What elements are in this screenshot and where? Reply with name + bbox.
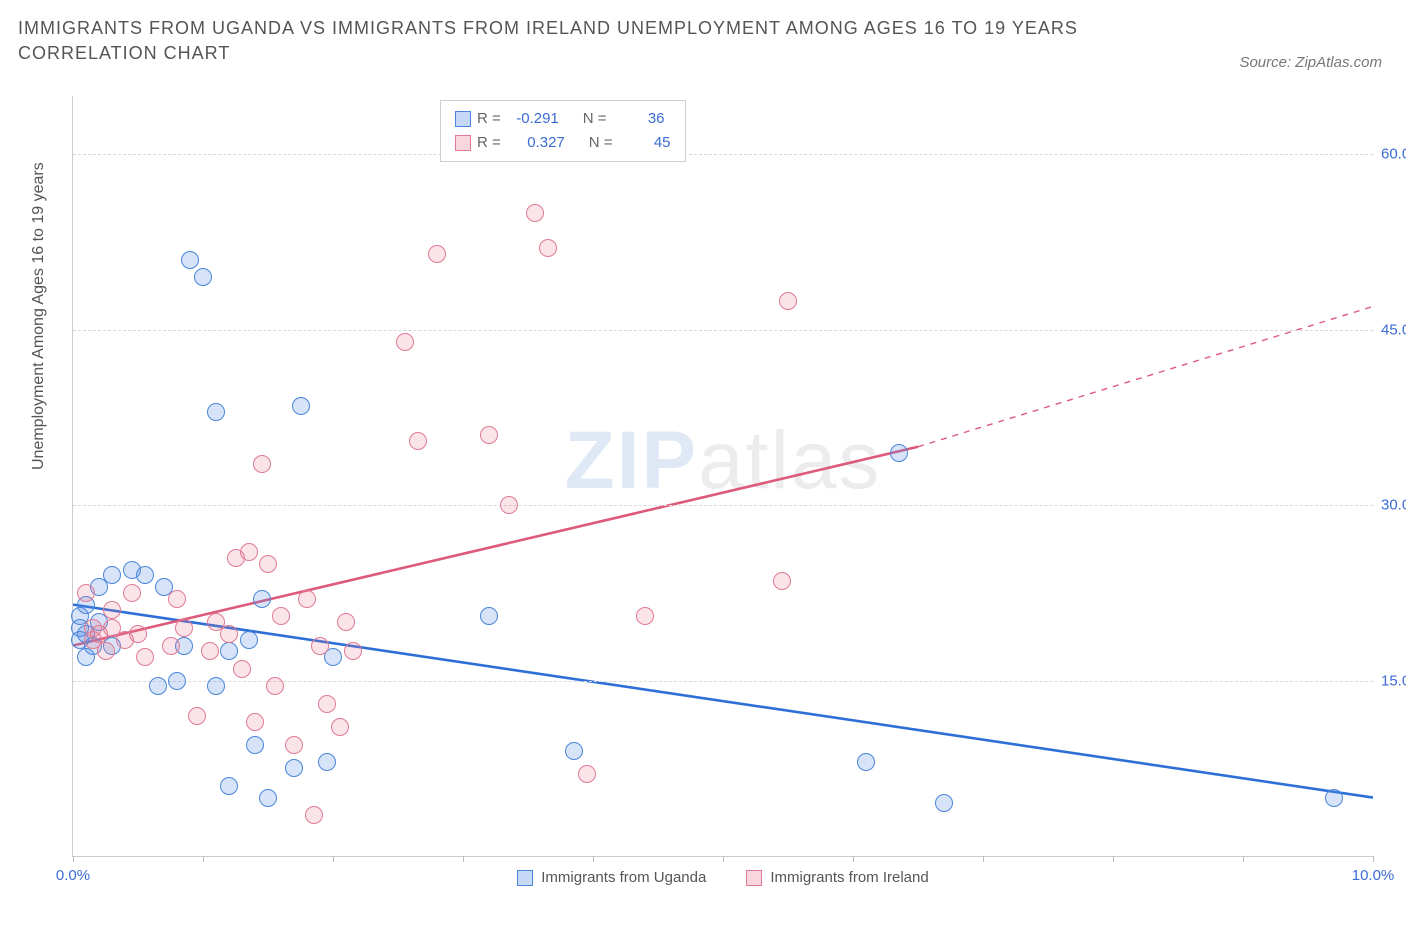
data-point-ireland (539, 239, 557, 257)
data-point-ireland (272, 607, 290, 625)
legend-entry: Immigrants from Uganda (517, 869, 706, 886)
data-point-uganda (1325, 789, 1343, 807)
x-tick-mark (333, 856, 334, 862)
data-point-ireland (77, 584, 95, 602)
data-point-uganda (220, 777, 238, 795)
data-point-ireland (526, 204, 544, 222)
data-point-ireland (162, 637, 180, 655)
data-point-uganda (285, 759, 303, 777)
data-point-ireland (480, 426, 498, 444)
data-point-ireland (779, 292, 797, 310)
data-point-ireland (168, 590, 186, 608)
plot-area: ZIPatlas 15.0%30.0%45.0%60.0%0.0%10.0%Im… (72, 96, 1373, 857)
data-point-ireland (220, 625, 238, 643)
data-point-ireland (175, 619, 193, 637)
x-tick-mark (853, 856, 854, 862)
data-point-uganda (207, 403, 225, 421)
data-point-ireland (305, 806, 323, 824)
data-point-uganda (253, 590, 271, 608)
data-point-ireland (285, 736, 303, 754)
data-point-uganda (168, 672, 186, 690)
data-point-uganda (480, 607, 498, 625)
data-point-uganda (935, 794, 953, 812)
data-point-uganda (318, 753, 336, 771)
gridline (73, 154, 1373, 155)
data-point-uganda (207, 677, 225, 695)
data-point-uganda (292, 397, 310, 415)
x-tick-mark (983, 856, 984, 862)
chart-title: IMMIGRANTS FROM UGANDA VS IMMIGRANTS FRO… (18, 16, 1206, 66)
data-point-ireland (188, 707, 206, 725)
data-point-ireland (233, 660, 251, 678)
data-point-ireland (331, 718, 349, 736)
y-tick-label: 15.0% (1381, 672, 1406, 689)
data-point-ireland (311, 637, 329, 655)
data-point-uganda (890, 444, 908, 462)
swatch-blue-icon (455, 111, 471, 127)
swatch-pink-icon (746, 870, 762, 886)
x-tick-mark (1373, 856, 1374, 862)
data-point-ireland (344, 642, 362, 660)
y-tick-label: 30.0% (1381, 497, 1406, 514)
data-point-ireland (246, 713, 264, 731)
x-tick-mark (463, 856, 464, 862)
data-point-uganda (565, 742, 583, 760)
gridline (73, 330, 1373, 331)
data-point-ireland (500, 496, 518, 514)
data-point-ireland (123, 584, 141, 602)
data-point-ireland (337, 613, 355, 631)
data-point-uganda (246, 736, 264, 754)
data-point-ireland (636, 607, 654, 625)
legend-row-ireland: R = 0.327 N = 45 (455, 131, 671, 155)
source-attribution: Source: ZipAtlas.com (1239, 54, 1382, 71)
data-point-uganda (220, 642, 238, 660)
data-point-ireland (773, 572, 791, 590)
data-point-uganda (136, 566, 154, 584)
correlation-legend: R = -0.291 N = 36 R = 0.327 N = 45 (440, 100, 686, 162)
y-tick-label: 60.0% (1381, 146, 1406, 163)
data-point-ireland (298, 590, 316, 608)
legend-label: Immigrants from Ireland (770, 869, 928, 886)
y-axis-label: Unemployment Among Ages 16 to 19 years (30, 162, 48, 470)
data-point-ireland (253, 455, 271, 473)
series-legend: Immigrants from Uganda Immigrants from Ir… (73, 869, 1373, 886)
data-point-ireland (97, 642, 115, 660)
legend-row-uganda: R = -0.291 N = 36 (455, 107, 671, 131)
data-point-ireland (428, 245, 446, 263)
data-point-ireland (201, 642, 219, 660)
data-point-ireland (266, 677, 284, 695)
x-tick-mark (723, 856, 724, 862)
watermark: ZIPatlas (565, 414, 882, 508)
legend-entry: Immigrants from Ireland (746, 869, 928, 886)
data-point-uganda (181, 251, 199, 269)
data-point-uganda (259, 789, 277, 807)
data-point-ireland (259, 555, 277, 573)
trend-lines (73, 96, 1373, 856)
x-tick-mark (593, 856, 594, 862)
data-point-ireland (136, 648, 154, 666)
data-point-uganda (857, 753, 875, 771)
gridline (73, 505, 1373, 506)
data-point-ireland (129, 625, 147, 643)
data-point-ireland (240, 543, 258, 561)
data-point-ireland (103, 601, 121, 619)
data-point-uganda (149, 677, 167, 695)
x-tick-mark (203, 856, 204, 862)
swatch-pink-icon (455, 135, 471, 151)
data-point-ireland (396, 333, 414, 351)
x-tick-mark (1243, 856, 1244, 862)
data-point-uganda (240, 631, 258, 649)
x-tick-mark (73, 856, 74, 862)
data-point-ireland (318, 695, 336, 713)
x-tick-mark (1113, 856, 1114, 862)
legend-label: Immigrants from Uganda (541, 869, 706, 886)
y-tick-label: 45.0% (1381, 321, 1406, 338)
data-point-ireland (578, 765, 596, 783)
data-point-ireland (409, 432, 427, 450)
data-point-uganda (194, 268, 212, 286)
swatch-blue-icon (517, 870, 533, 886)
chart-container: IMMIGRANTS FROM UGANDA VS IMMIGRANTS FRO… (0, 0, 1406, 930)
data-point-uganda (103, 566, 121, 584)
